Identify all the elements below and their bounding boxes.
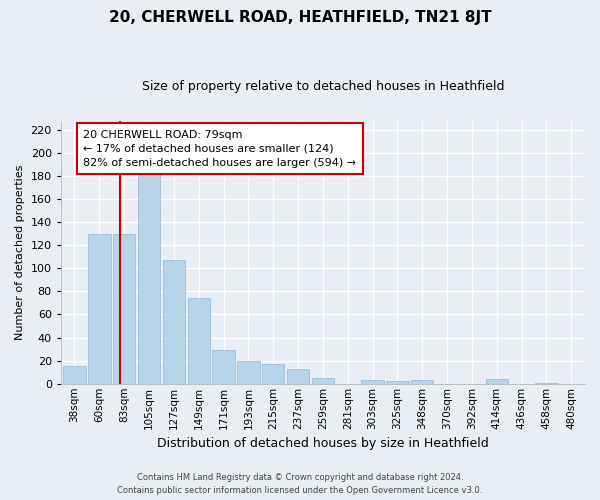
Bar (535, 382, 557, 384)
Bar (138, 172, 160, 384)
Bar (485, 379, 508, 384)
Bar (113, 234, 136, 384)
Bar (287, 369, 309, 384)
Bar (64, 366, 86, 384)
X-axis label: Distribution of detached houses by size in Heathfield: Distribution of detached houses by size … (157, 437, 489, 450)
Bar (212, 350, 235, 384)
Title: Size of property relative to detached houses in Heathfield: Size of property relative to detached ho… (142, 80, 504, 93)
Bar (386, 382, 409, 384)
Text: 20 CHERWELL ROAD: 79sqm
← 17% of detached houses are smaller (124)
82% of semi-d: 20 CHERWELL ROAD: 79sqm ← 17% of detache… (83, 130, 356, 168)
Bar (361, 380, 384, 384)
Bar (312, 378, 334, 384)
Bar (411, 380, 433, 384)
Text: 20, CHERWELL ROAD, HEATHFIELD, TN21 8JT: 20, CHERWELL ROAD, HEATHFIELD, TN21 8JT (109, 10, 491, 25)
Bar (163, 260, 185, 384)
Bar (237, 360, 260, 384)
Bar (188, 298, 210, 384)
Bar (262, 364, 284, 384)
Text: Contains HM Land Registry data © Crown copyright and database right 2024.
Contai: Contains HM Land Registry data © Crown c… (118, 474, 482, 495)
Y-axis label: Number of detached properties: Number of detached properties (15, 164, 25, 340)
Bar (88, 234, 110, 384)
